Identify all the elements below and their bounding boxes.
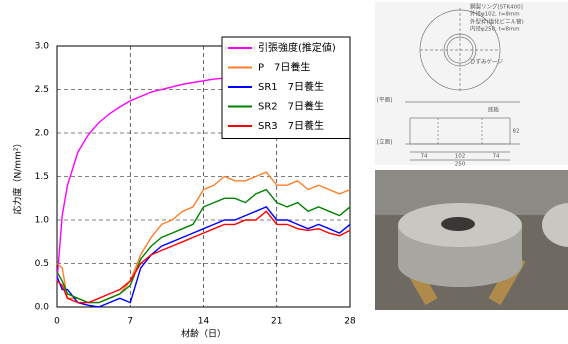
legend-label: P 7日養生 <box>258 61 310 74</box>
x-tick-label: 21 <box>271 317 282 327</box>
drawing-label: 外型枠(塩化ビニル管) <box>470 18 524 26</box>
x-axis-label: 材齢（日） <box>181 328 226 340</box>
legend-label: 引張強度(推定値) <box>258 41 336 54</box>
x-tick-label: 28 <box>344 317 356 327</box>
y-tick-label: 1.5 <box>35 172 49 182</box>
y-tick-label: 2.0 <box>35 129 50 139</box>
y-tick-label: 1.0 <box>35 216 50 226</box>
x-tick-label: 7 <box>127 317 133 327</box>
photo-content <box>375 170 568 306</box>
series-line <box>56 206 351 308</box>
y-tick-label: 0.5 <box>35 259 49 269</box>
drawing-label: 鋼製リング[STK400] <box>470 3 523 11</box>
legend-label: SR1 7日養生 <box>258 80 324 93</box>
drawing-label: 74 <box>421 154 428 160</box>
drawing-background <box>375 2 568 165</box>
drawing-label: 74 <box>493 154 500 160</box>
drawing-label: 内径φ250, t=8mm <box>470 25 520 33</box>
drawing-label: 250 <box>455 162 466 168</box>
drawing-label: 82 <box>513 129 520 135</box>
legend-label: SR2 7日養生 <box>258 100 324 113</box>
drawing-label: 底板 <box>488 106 500 114</box>
y-axis-label: 応力度（N/mm²） <box>12 139 24 215</box>
drawing-label: 102 <box>455 154 466 160</box>
legend-label: SR3 7日養生 <box>258 119 324 132</box>
y-tick-label: 0.0 <box>35 303 50 313</box>
y-tick-label: 3.0 <box>35 42 50 52</box>
y-tick-label: 2.5 <box>35 85 49 95</box>
drawing-label: 外径φ102, t=8mm <box>470 10 520 18</box>
x-tick-label: 14 <box>198 317 210 327</box>
series-line <box>56 188 351 304</box>
drawing <box>405 8 520 161</box>
drawing-label: [立面] <box>377 138 392 146</box>
x-tick-label: 0 <box>54 317 60 327</box>
plot-frame <box>56 45 351 308</box>
drawing-label: ひずみゲージ <box>470 58 503 66</box>
drawing-label: [平面] <box>377 97 392 104</box>
series-line <box>56 210 351 304</box>
